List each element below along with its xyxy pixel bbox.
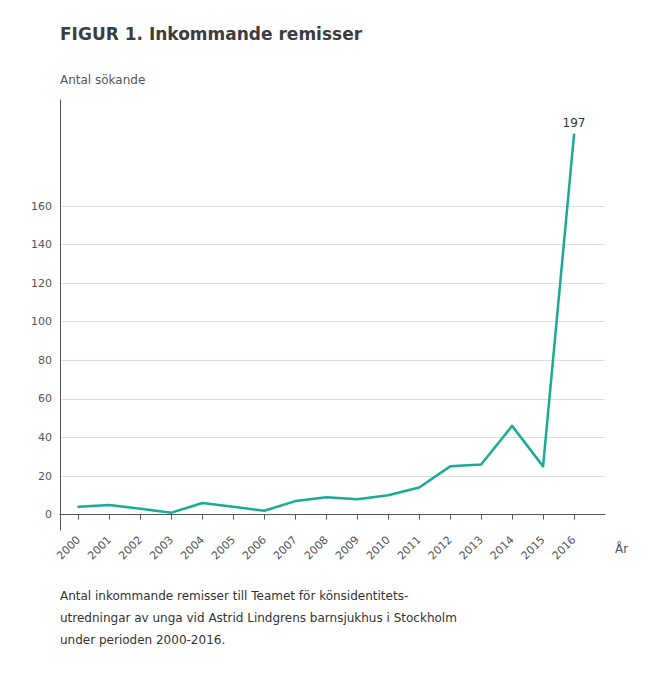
svg-text:2013: 2013 — [457, 533, 486, 562]
svg-text:20: 20 — [38, 470, 52, 483]
svg-text:2003: 2003 — [147, 533, 176, 562]
svg-text:2009: 2009 — [333, 533, 362, 562]
svg-text:2006: 2006 — [240, 533, 269, 562]
svg-text:60: 60 — [38, 392, 52, 405]
svg-text:2001: 2001 — [85, 533, 114, 562]
svg-text:utredningar av unga vid Astrid: utredningar av unga vid Astrid Lindgrens… — [60, 611, 457, 625]
svg-text:2011: 2011 — [395, 533, 424, 562]
svg-text:140: 140 — [31, 238, 52, 251]
svg-text:Antal inkommande remisser till: Antal inkommande remisser till Teamet fö… — [60, 589, 408, 603]
svg-text:FIGUR 1. Inkommande remisser: FIGUR 1. Inkommande remisser — [60, 24, 363, 44]
svg-text:2014: 2014 — [488, 533, 517, 562]
svg-text:2000: 2000 — [54, 533, 83, 562]
svg-text:80: 80 — [38, 354, 52, 367]
svg-text:Antal sökande: Antal sökande — [60, 73, 145, 87]
svg-text:2016: 2016 — [550, 533, 579, 562]
svg-text:2005: 2005 — [209, 533, 238, 562]
svg-text:197: 197 — [563, 116, 586, 130]
svg-text:2004: 2004 — [178, 533, 207, 562]
svg-text:2007: 2007 — [271, 533, 300, 562]
svg-text:2015: 2015 — [519, 533, 548, 562]
svg-text:0: 0 — [45, 508, 52, 521]
svg-text:100: 100 — [31, 315, 52, 328]
svg-text:under perioden 2000-2016.: under perioden 2000-2016. — [60, 633, 225, 647]
svg-text:2010: 2010 — [364, 533, 393, 562]
svg-text:2012: 2012 — [426, 533, 455, 562]
svg-text:40: 40 — [38, 431, 52, 444]
svg-text:2008: 2008 — [302, 533, 331, 562]
svg-text:År: År — [615, 541, 628, 556]
svg-text:120: 120 — [31, 277, 52, 290]
svg-text:2002: 2002 — [116, 533, 145, 562]
svg-text:160: 160 — [31, 200, 52, 213]
